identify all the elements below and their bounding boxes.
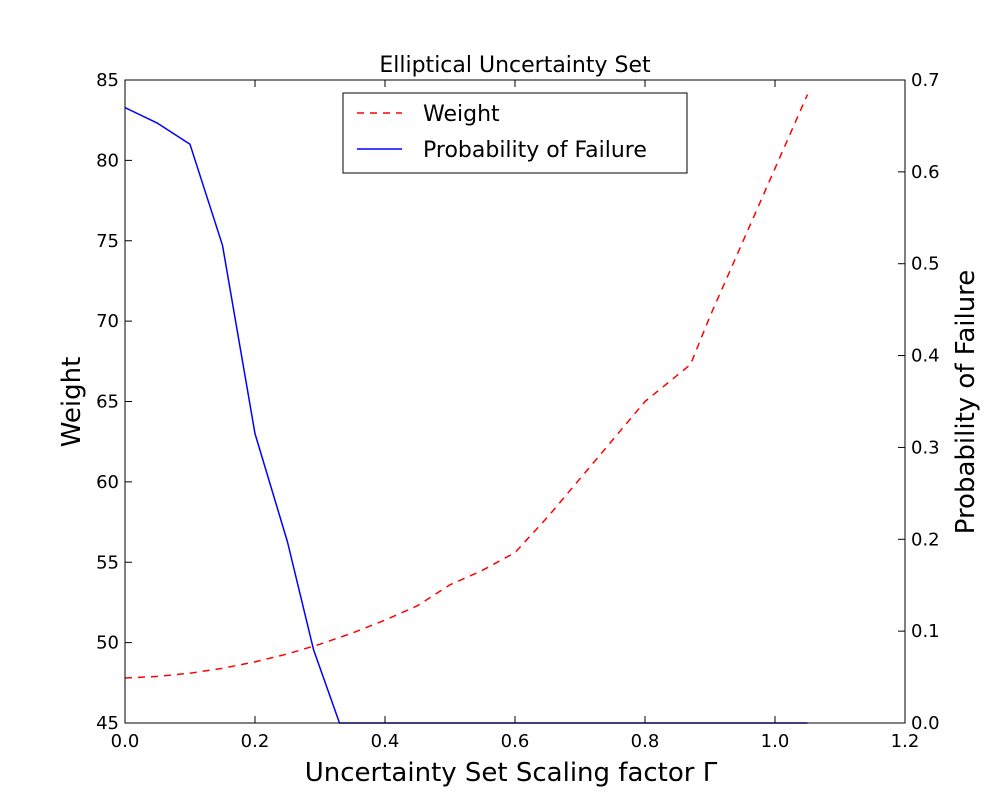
y-right-tick-label: 0.1	[911, 621, 940, 642]
y-left-axis-ticks: 45 50 55 60 65 70 75 80 85	[96, 70, 132, 734]
series-line-probability-of-failure	[124, 106, 808, 724]
x-tick-label: 1.0	[761, 731, 790, 752]
y-left-tick-label: 60	[96, 472, 119, 493]
y-left-tick-label: 50	[96, 633, 119, 654]
y-left-axis-label: Weight	[57, 357, 87, 448]
y-left-tick-label: 45	[96, 713, 119, 734]
y-right-tick-label: 0.7	[911, 70, 940, 91]
plot-frame	[124, 79, 906, 724]
x-tick-label: 1.2	[891, 731, 920, 752]
y-left-tick-label: 55	[96, 552, 119, 573]
y-right-tick-label: 0.5	[911, 254, 940, 275]
y-right-tick-label: 0.0	[911, 713, 940, 734]
chart-title: Elliptical Uncertainty Set	[379, 53, 651, 78]
series-line-weight	[124, 94, 809, 679]
x-axis-ticks: 0.0 0.2 0.4 0.6 0.8 1.0 1.2	[111, 80, 920, 752]
x-tick-label: 0.2	[241, 731, 270, 752]
x-tick-label: 0.0	[111, 731, 140, 752]
y-left-tick-label: 65	[96, 392, 119, 413]
legend-label-probability: Probability of Failure	[423, 138, 647, 163]
y-right-axis-label: Probability of Failure	[951, 270, 981, 535]
y-right-tick-label: 0.6	[911, 162, 940, 183]
y-left-tick-label: 75	[96, 231, 119, 252]
y-right-tick-label: 0.3	[911, 437, 940, 458]
legend: Weight Probability of Failure	[342, 92, 688, 174]
series-layer	[124, 94, 809, 724]
y-right-axis-ticks: 0.0 0.1 0.2 0.3 0.4 0.5 0.6 0.7	[898, 70, 940, 734]
x-tick-label: 0.6	[501, 731, 530, 752]
x-tick-label: 0.4	[371, 731, 400, 752]
legend-box	[342, 92, 688, 174]
y-left-tick-label: 80	[96, 150, 119, 171]
y-right-tick-label: 0.4	[911, 346, 940, 367]
x-tick-label: 0.8	[631, 731, 660, 752]
y-left-tick-label: 85	[96, 70, 119, 91]
y-left-tick-label: 70	[96, 311, 119, 332]
y-right-tick-label: 0.2	[911, 529, 940, 550]
legend-label-weight: Weight	[423, 102, 500, 127]
x-axis-label: Uncertainty Set Scaling factor Γ	[305, 758, 718, 788]
